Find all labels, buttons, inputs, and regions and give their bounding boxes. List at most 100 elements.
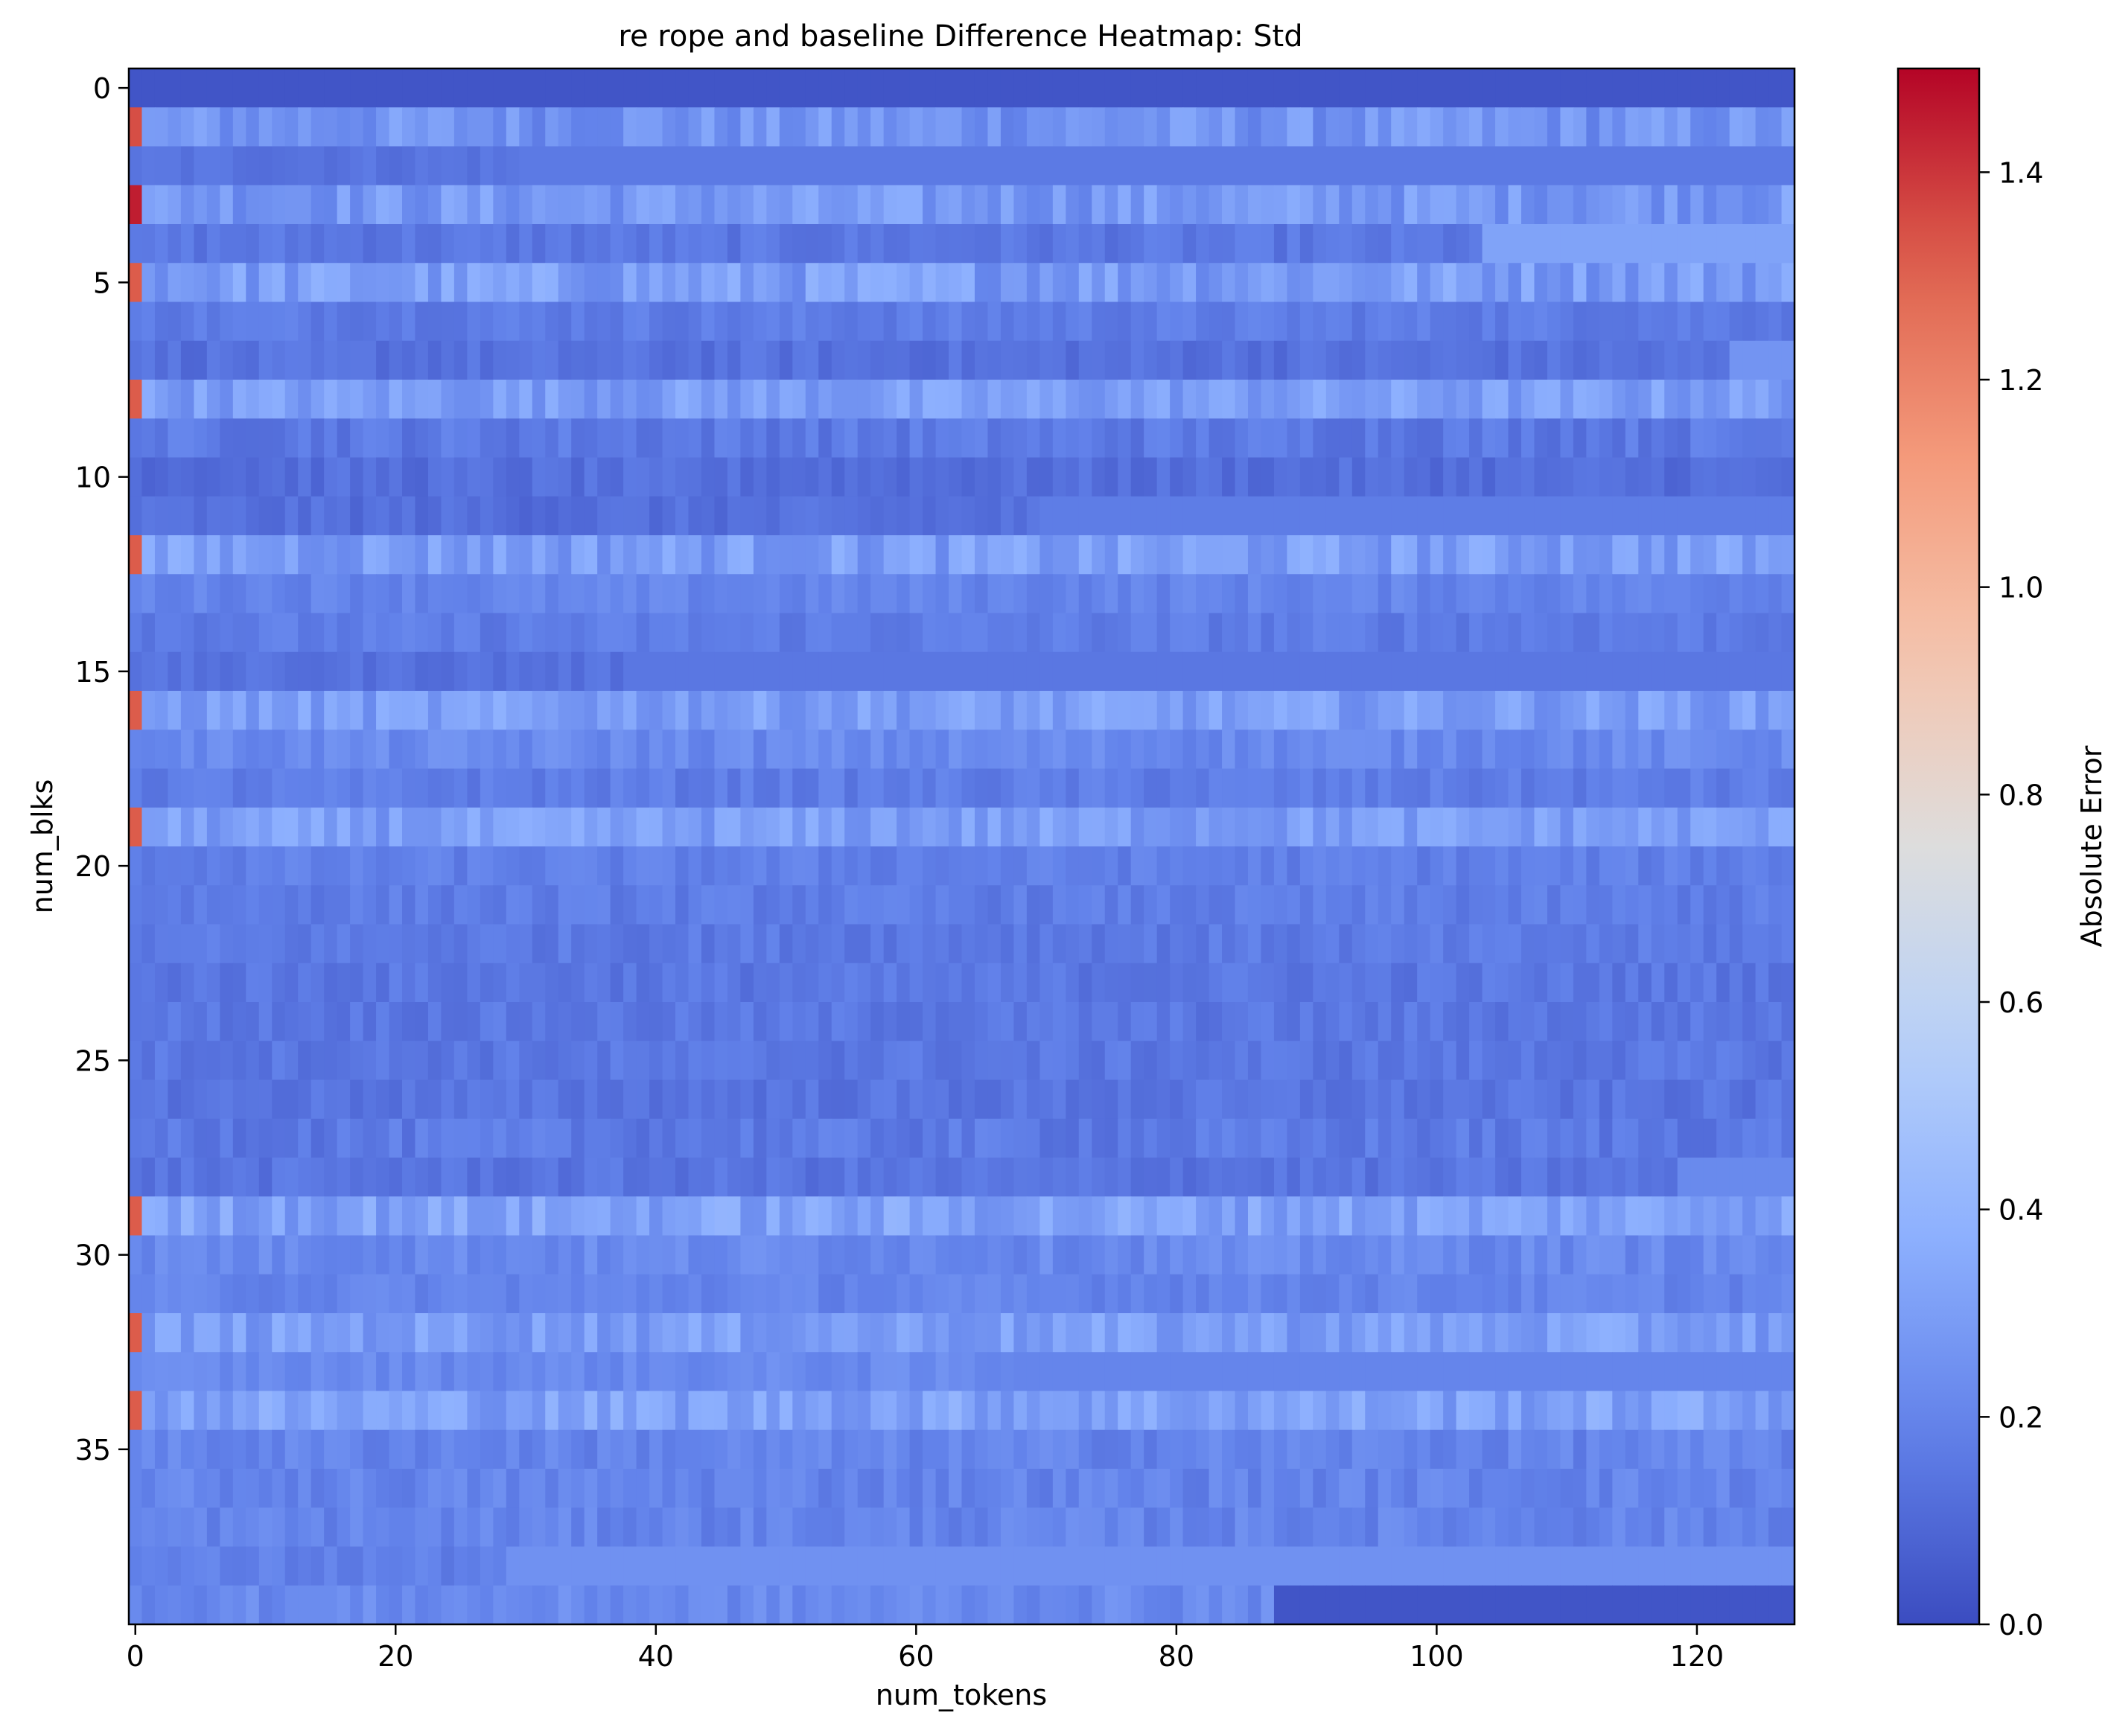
heatmap-cell	[467, 418, 481, 459]
heatmap-cell	[1313, 1507, 1327, 1548]
heatmap-cell	[1039, 535, 1054, 575]
heatmap-cell	[883, 340, 897, 380]
heatmap-cell	[1299, 457, 1313, 497]
heatmap-cell	[206, 885, 220, 925]
heatmap-cell	[1222, 68, 1236, 108]
heatmap-cell	[1469, 1235, 1483, 1275]
heatmap-cell	[1130, 535, 1144, 575]
heatmap-cell	[1508, 1352, 1522, 1392]
heatmap-cell	[1287, 1158, 1301, 1197]
heatmap-cell	[376, 1158, 390, 1197]
heatmap-cell	[792, 185, 806, 225]
heatmap-cell	[324, 340, 338, 380]
heatmap-cell	[870, 574, 885, 614]
heatmap-cell	[766, 1041, 780, 1081]
heatmap-cell	[232, 185, 246, 225]
heatmap-cell	[402, 418, 416, 459]
heatmap-cell	[870, 418, 885, 459]
heatmap-cell	[1625, 418, 1639, 459]
heatmap-cell	[1443, 1002, 1457, 1041]
heatmap-cell	[402, 1507, 416, 1548]
heatmap-cell	[727, 1079, 741, 1120]
heatmap-cell	[779, 730, 793, 770]
heatmap-cell	[1351, 924, 1366, 964]
heatmap-cell	[337, 1507, 351, 1548]
heatmap-cell	[1638, 730, 1652, 770]
heatmap-cell	[1469, 68, 1483, 108]
heatmap-cell	[1768, 1469, 1783, 1508]
heatmap-cell	[610, 1196, 624, 1236]
heatmap-cell	[727, 1196, 741, 1236]
heatmap-cell	[558, 1158, 572, 1197]
heatmap-cell	[1781, 496, 1795, 536]
heatmap-cell	[1209, 146, 1223, 186]
heatmap-cell	[1391, 1196, 1405, 1236]
heatmap-cell	[1039, 1158, 1054, 1197]
heatmap-cell	[1052, 1546, 1066, 1586]
heatmap-cell	[974, 1158, 989, 1197]
heatmap-cell	[141, 1313, 156, 1353]
heatmap-cell	[206, 1313, 220, 1353]
heatmap-cell	[597, 613, 611, 653]
heatmap-cell	[1495, 146, 1509, 186]
heatmap-cell	[493, 224, 507, 264]
heatmap-cell	[532, 768, 546, 808]
heatmap-cell	[337, 1158, 351, 1197]
heatmap-cell	[649, 380, 663, 419]
heatmap-cell	[180, 185, 194, 225]
heatmap-cell	[1013, 1079, 1028, 1120]
heatmap-cell	[1039, 1041, 1054, 1081]
heatmap-cell	[363, 418, 377, 459]
heatmap-cell	[1690, 146, 1704, 186]
heatmap-cell	[1443, 418, 1457, 459]
heatmap-cell	[1664, 1158, 1678, 1197]
heatmap-cell	[1586, 1274, 1600, 1314]
heatmap-cell	[1261, 1507, 1275, 1548]
heatmap-cell	[545, 68, 559, 108]
heatmap-cell	[258, 651, 273, 692]
heatmap-cell	[1664, 807, 1678, 847]
heatmap-cell	[1196, 68, 1210, 108]
heatmap-cell	[1469, 1352, 1483, 1392]
heatmap-cell	[1469, 457, 1483, 497]
heatmap-cell	[1573, 768, 1587, 808]
heatmap-cell	[883, 68, 897, 108]
heatmap-cell	[220, 68, 234, 108]
heatmap-cell	[168, 691, 182, 730]
heatmap-cell	[194, 846, 208, 886]
heatmap-cell	[519, 1546, 533, 1586]
heatmap-cell	[154, 807, 169, 847]
heatmap-cell	[480, 885, 494, 925]
heatmap-cell	[1573, 574, 1587, 614]
heatmap-cell	[1482, 1041, 1496, 1081]
heatmap-cell	[441, 1235, 455, 1275]
heatmap-cell	[740, 380, 754, 419]
heatmap-cell	[1325, 263, 1340, 303]
heatmap-cell	[649, 1235, 663, 1275]
heatmap-cell	[1235, 146, 1249, 186]
heatmap-cell	[1417, 1546, 1431, 1586]
heatmap-cell	[571, 224, 585, 264]
heatmap-cell	[1690, 807, 1704, 847]
heatmap-cell	[584, 651, 598, 692]
heatmap-cell	[584, 963, 598, 1003]
heatmap-cell	[232, 1352, 246, 1392]
heatmap-cell	[623, 224, 637, 264]
heatmap-cell	[389, 263, 403, 303]
heatmap-cell	[232, 1041, 246, 1081]
heatmap-cell	[909, 1352, 923, 1392]
heatmap-cell	[1599, 301, 1613, 342]
heatmap-cell	[1560, 807, 1574, 847]
heatmap-cell	[1768, 380, 1783, 419]
heatmap-cell	[272, 1313, 286, 1353]
heatmap-cell	[1417, 457, 1431, 497]
heatmap-cell	[1039, 1196, 1054, 1236]
heatmap-cell	[232, 1158, 246, 1197]
heatmap-cell	[376, 730, 390, 770]
heatmap-cell	[467, 1313, 481, 1353]
heatmap-cell	[1287, 574, 1301, 614]
heatmap-cell	[1612, 1274, 1626, 1314]
heatmap-cell	[1222, 807, 1236, 847]
heatmap-cell	[506, 846, 520, 886]
heatmap-cell	[324, 1158, 338, 1197]
